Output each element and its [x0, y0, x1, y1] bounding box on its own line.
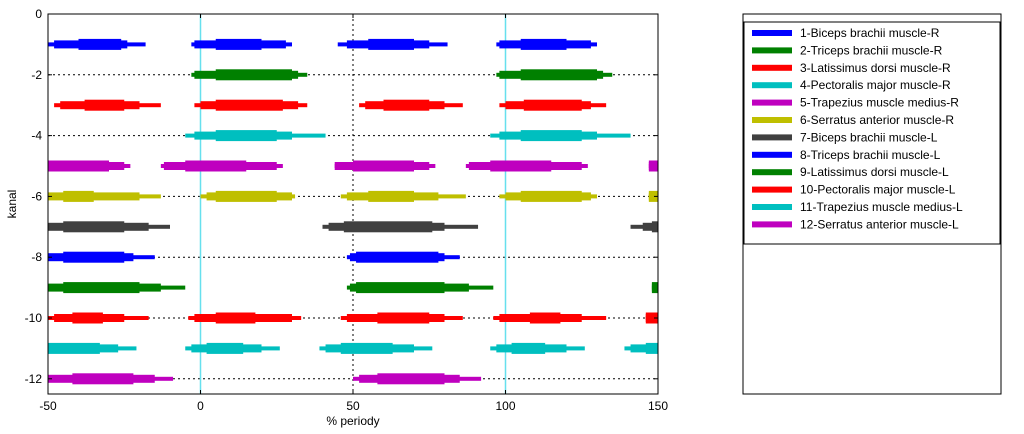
bar-inner: [63, 282, 140, 294]
legend-entry: 6-Serratus anterior muscle-R: [800, 113, 954, 127]
legend-entry: 11-Trapezius muscle medius-L: [800, 200, 963, 214]
bar-inner: [48, 342, 100, 354]
bar-inner: [648, 190, 658, 202]
bar-inner: [356, 251, 439, 263]
bar-inner: [63, 221, 125, 233]
x-tick-label: -50: [39, 399, 57, 413]
bar-inner: [645, 342, 658, 354]
bar-inner: [377, 373, 445, 385]
bar-inner: [529, 312, 561, 324]
bar-mid: [630, 344, 658, 353]
bar-inner: [215, 130, 277, 142]
legend-entry: 2-Triceps brachii muscle-R: [800, 43, 943, 57]
bar-inner: [651, 221, 658, 233]
bars: [48, 38, 658, 385]
bar-inner: [383, 99, 430, 111]
bar-inner: [651, 282, 658, 294]
legend-swatch: [752, 64, 792, 71]
legend-swatch: [752, 99, 792, 106]
legend-swatch: [752, 169, 792, 176]
bar-inner: [340, 342, 393, 354]
bar-inner: [215, 99, 283, 111]
legend: 1-Biceps brachii muscle-R 2-Triceps brach…: [752, 26, 963, 231]
bar-inner: [206, 342, 244, 354]
legend-entry: 7-Biceps brachii muscle-L: [800, 130, 938, 144]
x-axis-label: % periody: [326, 414, 379, 428]
bar-inner: [520, 38, 567, 50]
legend-swatch: [752, 117, 792, 123]
bar-inner: [215, 190, 277, 202]
bar-mid: [642, 222, 658, 231]
legend-swatch: [752, 221, 792, 228]
legend-entry: 4-Pectoralis major muscle-R: [800, 78, 951, 92]
legend-swatch: [752, 134, 792, 141]
y-tick-label: -10: [25, 311, 43, 325]
axis-ticks: -50 0 50 100 150 0 -2 -4 -6 -8 -10 -12: [25, 7, 669, 413]
bar-inner: [490, 160, 552, 172]
y-tick-label: 0: [35, 7, 42, 21]
x-tick-label: 150: [648, 399, 668, 413]
legend-swatch: [752, 204, 792, 210]
bar-inner: [368, 190, 414, 202]
legend-swatch: [752, 186, 792, 193]
bar-inner: [520, 69, 597, 81]
bar-inner: [645, 312, 658, 324]
legend-entry: 3-Latissimus dorsi muscle-R: [800, 61, 951, 75]
y-tick-label: -4: [31, 129, 42, 143]
legend-entry: 9-Latissimus dorsi muscle-L: [800, 165, 949, 179]
bar-inner: [63, 251, 125, 263]
bar-inner: [72, 312, 103, 324]
y-tick-label: -12: [25, 372, 43, 386]
bar-inner: [48, 160, 109, 172]
bar-inner: [377, 312, 430, 324]
bar-inner: [520, 190, 582, 202]
bar-inner: [356, 282, 445, 294]
bar-inner: [78, 38, 122, 50]
x-tick-label: 100: [495, 399, 515, 413]
y-tick-label: -6: [31, 189, 42, 203]
bar-inner: [72, 373, 134, 385]
y-tick-label: -8: [31, 250, 42, 264]
legend-entry: 10-Pectoralis major muscle-L: [800, 183, 956, 197]
bar-inner: [215, 69, 292, 81]
legend-swatch: [752, 151, 792, 158]
bar-inner: [368, 38, 414, 50]
bar-inner: [353, 160, 414, 172]
x-tick-label: 0: [197, 399, 204, 413]
legend-swatch: [752, 30, 792, 36]
legend-entry: 8-Triceps brachii muscle-L: [800, 148, 941, 162]
bar-inner: [520, 130, 582, 142]
bar-inner: [185, 160, 247, 172]
y-tick-label: -2: [31, 68, 42, 82]
bar-inner: [648, 160, 658, 172]
x-tick-label: 50: [346, 399, 360, 413]
y-axis-label: kanal: [5, 190, 19, 219]
bar-inner: [215, 38, 262, 50]
legend-swatch: [752, 82, 792, 89]
bar-inner: [523, 99, 582, 111]
legend-entry: 5-Trapezius muscle medius-R: [800, 96, 959, 110]
bar-inner: [511, 342, 546, 354]
legend-inner-frame: [743, 21, 1001, 245]
bar-inner: [84, 99, 125, 111]
legend-entry: 1-Biceps brachii muscle-R: [800, 26, 940, 40]
bar-inner: [215, 312, 256, 324]
legend-entry: 12-Serratus anterior muscle-L: [800, 217, 959, 231]
bar-inner: [63, 190, 94, 202]
bar-inner: [343, 221, 433, 233]
legend-swatch: [752, 47, 792, 54]
